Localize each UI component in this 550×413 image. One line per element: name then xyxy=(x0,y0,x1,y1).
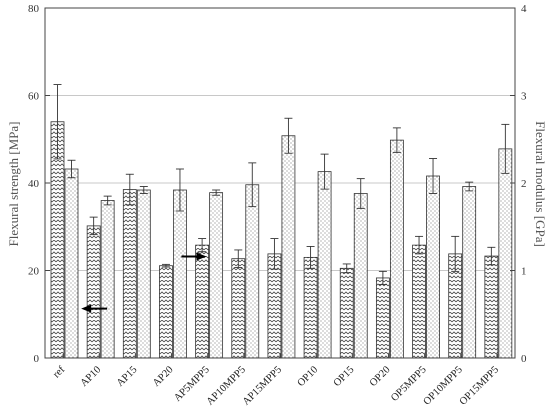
category-label: AP10 xyxy=(79,364,104,389)
bar-modulus xyxy=(462,186,477,359)
grid-lines xyxy=(45,95,515,271)
y2-tick-label: 0 xyxy=(521,353,527,365)
bar-strength xyxy=(412,244,426,359)
y2-tick-label: 3 xyxy=(521,91,527,103)
category-label: OP15MPP5 xyxy=(458,364,501,407)
bar-strength xyxy=(303,256,318,359)
arrow-left-head xyxy=(81,304,92,313)
bar-modulus xyxy=(173,189,187,359)
y-tick-label: 20 xyxy=(28,266,40,278)
arrow-right-head xyxy=(196,252,207,261)
y2-axis-title: Flexural modulus [GPa] xyxy=(533,121,548,247)
annotation-arrows xyxy=(81,252,207,313)
bar-modulus xyxy=(317,171,332,359)
bar-strength xyxy=(375,277,390,359)
bars-layer xyxy=(50,121,513,359)
category-label: ref xyxy=(51,364,67,380)
bar-modulus xyxy=(209,192,224,359)
bar-modulus xyxy=(353,193,368,359)
bar-strength xyxy=(195,244,210,359)
category-label: AP20 xyxy=(151,364,176,389)
category-label: OP10 xyxy=(296,364,321,389)
y-axis-title: Flexural strength [MPa] xyxy=(6,122,21,247)
bar-strength xyxy=(159,265,173,359)
category-label: AP15MPP5 xyxy=(241,364,284,407)
y2-tick-label: 4 xyxy=(521,3,527,15)
category-label: OP20 xyxy=(368,364,393,389)
bar-modulus xyxy=(100,200,115,359)
category-label: AP15 xyxy=(115,364,140,389)
bar-modulus xyxy=(426,175,440,359)
bar-modulus xyxy=(136,189,151,359)
error-bars-layer xyxy=(53,84,510,285)
bar-modulus xyxy=(389,139,404,359)
bar-strength xyxy=(231,258,246,359)
y-tick-label: 0 xyxy=(34,353,40,365)
bar-modulus xyxy=(281,135,296,359)
bar-strength xyxy=(484,255,499,359)
bar-strength xyxy=(122,189,137,359)
bar-strength xyxy=(86,225,101,359)
y2-tick-label: 1 xyxy=(521,266,527,278)
tick-layer: 0 20 40 60 80 0 1 2 3 4 xyxy=(28,3,527,365)
category-label: OP15 xyxy=(332,364,357,389)
bar-modulus xyxy=(64,168,79,359)
y-tick-label: 40 xyxy=(28,178,40,190)
y-tick-label: 80 xyxy=(28,3,40,15)
y-tick-label: 60 xyxy=(28,91,40,103)
y2-tick-label: 2 xyxy=(521,178,527,190)
bar-strength xyxy=(339,267,354,359)
bar-modulus xyxy=(245,184,260,359)
bar-modulus xyxy=(498,148,513,359)
